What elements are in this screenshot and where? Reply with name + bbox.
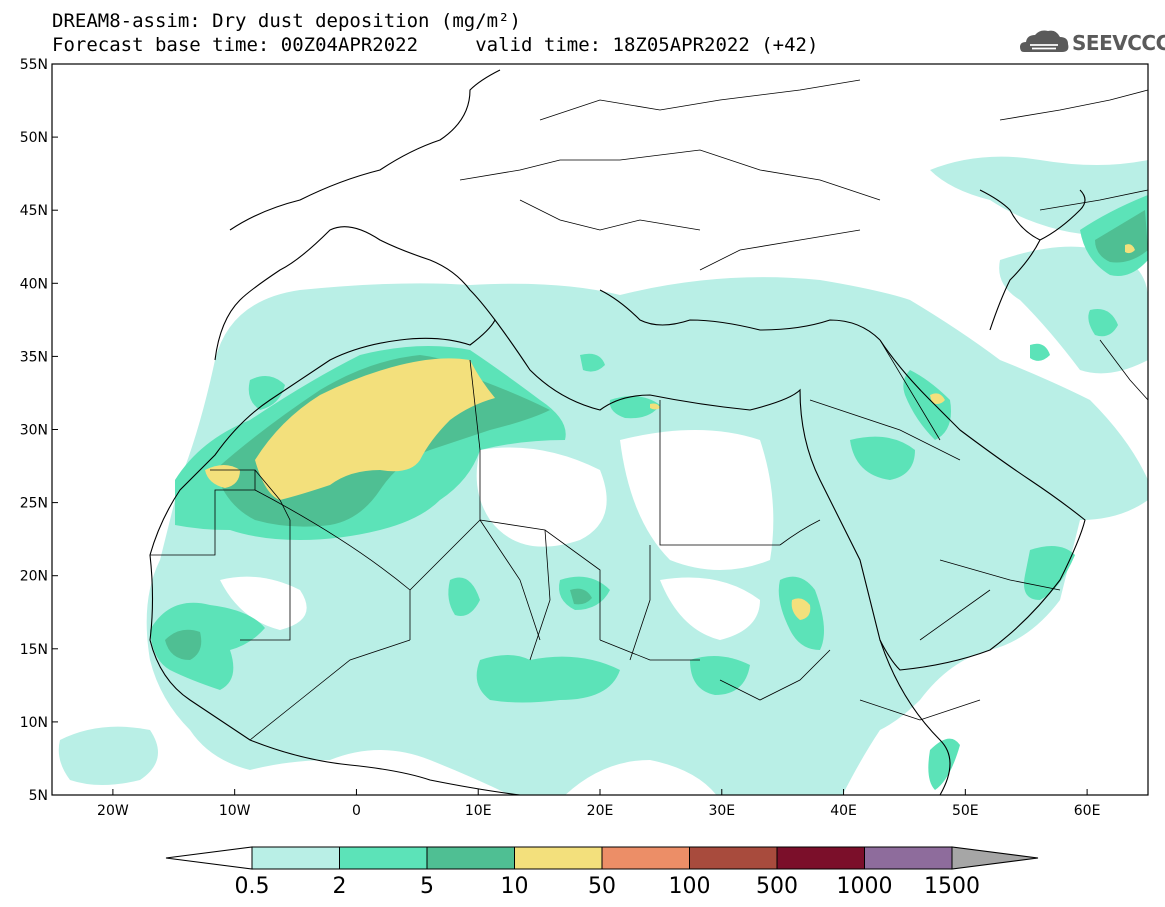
colorbar-label: 100 xyxy=(669,874,711,899)
colorbar-label: 2 xyxy=(333,874,347,899)
colorbar-swatch xyxy=(864,846,953,870)
cloud-logo-icon xyxy=(1020,30,1069,52)
colorbar-label: 1500 xyxy=(924,874,980,899)
map-subtitle: Forecast base time: 00Z04APR2022 valid t… xyxy=(52,34,819,56)
colorbar-swatch xyxy=(251,846,340,870)
lon-tick-label: 20W xyxy=(97,803,129,819)
lon-tick-label: 0 xyxy=(352,803,361,819)
colorbar-label: 10 xyxy=(501,874,529,899)
colorbar-over-arrow xyxy=(951,846,1039,870)
logo-text: SEEVCCC xyxy=(1072,31,1165,55)
colorbar-label: 0.5 xyxy=(235,874,270,899)
lat-tick-label: 25N xyxy=(20,496,48,512)
lat-tick-label: 5N xyxy=(29,788,48,804)
lat-tick-label: 55N xyxy=(20,57,48,73)
coastlines xyxy=(149,69,1086,795)
longitude-axis: 20W 10W 0 10E 20E 30E 40E 50E 60E xyxy=(97,789,1100,819)
colorbar-swatch xyxy=(776,846,865,870)
lat-tick-label: 50N xyxy=(20,130,48,146)
lon-tick-label: 20E xyxy=(587,803,614,819)
lat-tick-label: 10N xyxy=(20,715,48,731)
colorbar-label: 5 xyxy=(420,874,434,899)
below-threshold-areas xyxy=(52,64,1148,795)
country-borders xyxy=(150,79,1148,741)
lat-tick-label: 30N xyxy=(20,423,48,439)
colorbar-label: 1000 xyxy=(837,874,893,899)
colorbar-swatch xyxy=(339,846,428,870)
lon-tick-label: 10E xyxy=(465,803,492,819)
colorbar-swatch xyxy=(689,846,778,870)
lon-tick-label: 30E xyxy=(708,803,735,819)
lon-tick-label: 60E xyxy=(1074,803,1101,819)
lon-tick-label: 10W xyxy=(219,803,251,819)
colorbar: 0.5 2 5 10 50 100 500 1000 1500 xyxy=(165,846,1039,899)
lat-tick-label: 15N xyxy=(20,642,48,658)
colorbar-label: 50 xyxy=(588,874,616,899)
colorbar-swatch xyxy=(426,846,515,870)
colorbar-swatch xyxy=(514,846,603,870)
lat-tick-label: 45N xyxy=(20,203,48,219)
deposition-field xyxy=(52,64,1148,795)
lat-tick-label: 20N xyxy=(20,569,48,585)
lon-tick-label: 50E xyxy=(952,803,979,819)
contour-band-10-50 xyxy=(205,244,1135,620)
latitude-axis: 55N 50N 45N 40N 35N 30N 25N 20N 15N 10N 5N xyxy=(20,57,58,804)
map-title: DREAM8-assim: Dry dust deposition (mg/m²… xyxy=(52,10,521,32)
colorbar-label: 500 xyxy=(756,874,798,899)
lat-tick-label: 40N xyxy=(20,276,48,292)
lat-tick-label: 35N xyxy=(20,349,48,365)
colorbar-swatch xyxy=(601,846,690,870)
lon-tick-label: 40E xyxy=(830,803,857,819)
colorbar-under-arrow xyxy=(165,846,253,870)
